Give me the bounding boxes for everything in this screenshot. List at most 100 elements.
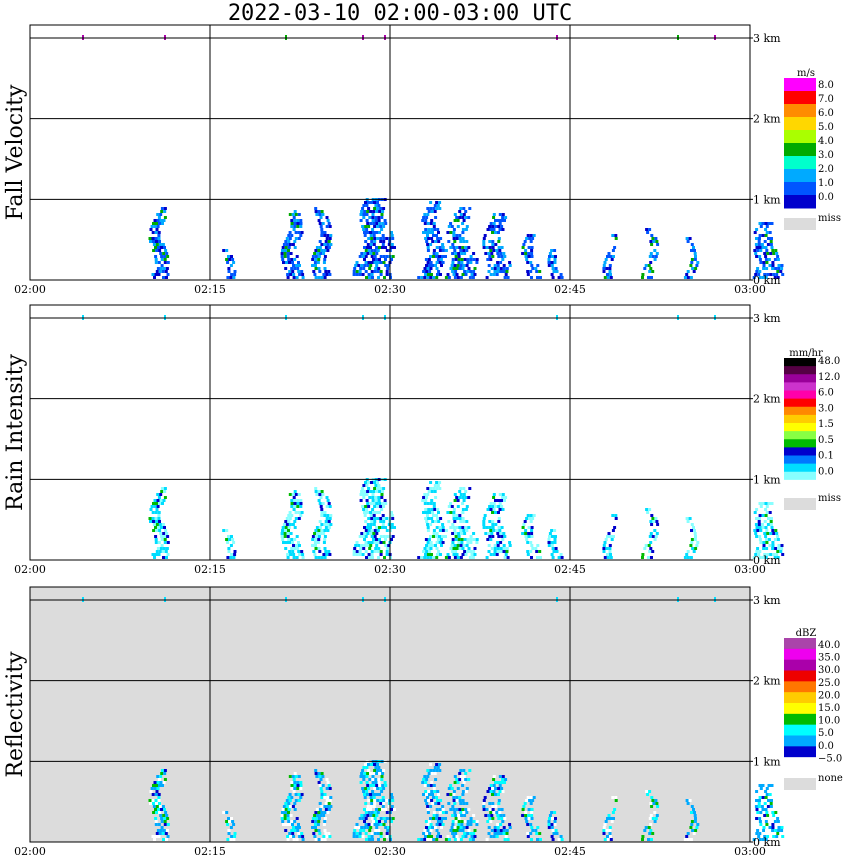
echo-pixel: [384, 820, 387, 823]
echo-pixel: [289, 252, 293, 255]
echo-pixel: [165, 814, 169, 817]
echo-pixel: [487, 264, 491, 267]
echo-pixel: [521, 814, 525, 817]
echo-pixel: [378, 784, 382, 787]
legend-label: 15.0: [818, 703, 840, 714]
echo-pixel: [489, 811, 493, 814]
echo-pixel: [430, 499, 434, 502]
echo-pixel: [433, 766, 437, 769]
echo-pixel: [767, 502, 771, 505]
echo-pixel: [326, 499, 330, 502]
echo-pixel: [683, 556, 687, 559]
echo-pixel: [281, 249, 284, 252]
echo-pixel: [155, 811, 159, 814]
echo-pixel: [363, 514, 367, 517]
echo-pixel: [459, 826, 463, 829]
echo-pixel: [321, 222, 325, 225]
echo-pixel: [461, 267, 465, 270]
echo-pixel: [366, 523, 370, 526]
echo-pixel: [489, 273, 493, 276]
echo-pixel: [364, 481, 367, 484]
echo-pixel: [458, 796, 462, 799]
echo-pixel: [364, 550, 368, 553]
echo-pixel: [232, 541, 236, 544]
echo-pixel: [643, 267, 647, 270]
echo-pixel: [157, 526, 160, 529]
echo-pixel: [452, 228, 456, 231]
echo-pixel: [376, 249, 380, 252]
echo-pixel: [318, 213, 322, 216]
echo-pixel: [470, 835, 474, 838]
echo-pixel: [318, 832, 322, 835]
echo-pixel: [371, 778, 375, 781]
echo-pixel: [293, 222, 297, 225]
echo-pixel: [369, 231, 372, 234]
echo-pixel: [222, 529, 226, 532]
echo-pixel: [370, 823, 374, 826]
echo-pixel: [382, 237, 386, 240]
legend-label: 35.0: [818, 653, 840, 664]
echo-pixel: [373, 763, 376, 766]
echo-pixel: [386, 547, 390, 550]
echo-pixel: [381, 246, 384, 249]
echo-pixel: [233, 832, 237, 835]
echo-pixel: [482, 526, 486, 529]
echo-pixel: [162, 814, 166, 817]
echo-pixel: [328, 225, 332, 228]
echo-pixel: [440, 544, 443, 547]
echo-pixel: [325, 273, 329, 276]
echo-pixel: [361, 787, 365, 790]
echo-pixel: [160, 820, 164, 823]
echo-pixel: [690, 823, 694, 826]
echo-pixel: [379, 832, 383, 835]
echo-pixel: [282, 823, 285, 826]
echo-pixel: [462, 769, 466, 772]
echo-pixel: [492, 784, 496, 787]
echo-pixel: [327, 270, 331, 273]
echo-pixel: [776, 817, 780, 820]
echo-pixel: [301, 838, 305, 841]
echo-pixel: [496, 532, 500, 535]
echo-pixel: [426, 487, 430, 490]
echo-pixel: [496, 252, 500, 255]
echo-pixel: [435, 829, 439, 832]
echo-pixel: [225, 538, 229, 541]
echo-pixel: [285, 541, 288, 544]
echo-pixel: [761, 796, 765, 799]
echo-pixel: [436, 799, 440, 802]
echo-pixel: [456, 787, 460, 790]
echo-pixel: [454, 538, 458, 541]
echo-pixel: [503, 556, 507, 559]
echo-pixel: [327, 832, 331, 835]
echo-pixel: [314, 487, 318, 490]
echo-pixel: [295, 264, 298, 267]
echo-pixel: [374, 484, 378, 487]
echo-pixel: [231, 258, 235, 261]
echo-pixel: [311, 820, 315, 823]
echo-pixel: [435, 514, 438, 517]
echo-pixel: [320, 234, 324, 237]
echo-pixel: [753, 511, 757, 514]
echo-pixel: [491, 243, 495, 246]
echo-pixel: [758, 514, 762, 517]
echo-pixel: [776, 556, 780, 559]
echo-pixel: [503, 781, 506, 784]
echo-pixel: [434, 264, 437, 267]
y-tick-label: 3 km: [753, 594, 781, 607]
echo-pixel: [695, 826, 699, 829]
echo-pixel: [317, 219, 321, 222]
echo-pixel: [293, 820, 297, 823]
echo-pixel: [296, 499, 300, 502]
echo-pixel: [530, 556, 533, 559]
echo-pixel: [299, 234, 303, 237]
legend-swatch: [784, 382, 816, 391]
echo-pixel: [604, 820, 608, 823]
echo-pixel: [452, 514, 456, 517]
echo-pixel: [154, 808, 157, 811]
echo-pixel: [761, 222, 765, 225]
echo-pixel: [492, 493, 496, 496]
echo-pixel: [379, 550, 383, 553]
echo-pixel: [362, 775, 366, 778]
echo-pixel: [459, 775, 463, 778]
